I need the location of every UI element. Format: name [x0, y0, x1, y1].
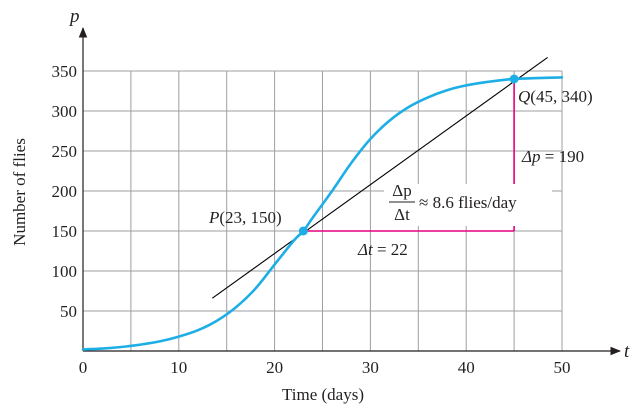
slope-annotation-bg [384, 184, 552, 226]
delta-t-label: Δt = 22 [357, 240, 408, 259]
y-axis-title: Number of flies [10, 138, 29, 246]
point-p-label: P(23, 150) [208, 208, 282, 227]
population-curve [81, 76, 564, 351]
secant-line-group [212, 56, 548, 299]
x-tick-label: 20 [266, 358, 283, 377]
point-q [509, 74, 519, 84]
x-tick-label: 0 [79, 358, 88, 377]
y-tick-label: 50 [60, 302, 77, 321]
x-tick-label: 30 [362, 358, 379, 377]
x-tick-label: 40 [458, 358, 475, 377]
y-tick-label: 250 [52, 142, 78, 161]
tick-labels: 0 10 20 30 40 50 50 100 150 200 250 300 350 [52, 62, 571, 377]
curve-group [81, 76, 564, 351]
slope-numerator: Δp [392, 181, 411, 200]
delta-p-label: Δp = 190 [521, 147, 584, 166]
point-q-label: Q(45, 340) [518, 87, 593, 106]
secant-line [212, 56, 548, 299]
slope-denominator: Δt [394, 205, 410, 224]
y-tick-label: 300 [52, 102, 78, 121]
y-tick-label: 200 [52, 182, 78, 201]
y-tick-label: 150 [52, 222, 78, 241]
slope-value: ≈ 8.6 flies/day [419, 193, 517, 212]
x-tick-label: 10 [170, 358, 187, 377]
point-p [298, 226, 308, 236]
y-tick-label: 350 [52, 62, 78, 81]
axes [78, 26, 622, 356]
y-tick-label: 100 [52, 262, 78, 281]
x-axis-title: Time (days) [282, 385, 364, 404]
x-tick-label: 50 [554, 358, 571, 377]
x-axis-symbol: t [624, 341, 630, 362]
points-group [298, 74, 519, 236]
y-axis-symbol: p [68, 6, 80, 27]
slope-annotation: Δp Δt ≈ 8.6 flies/day [384, 181, 552, 226]
